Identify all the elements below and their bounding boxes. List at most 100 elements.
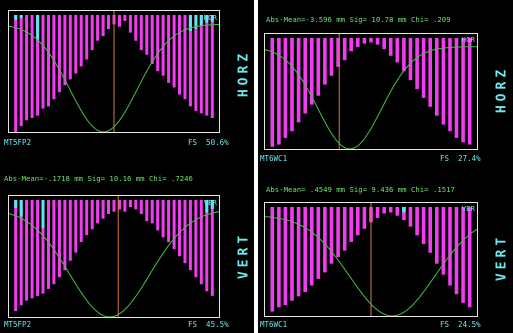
histogram-bar [369,38,373,43]
histogram-bar [329,38,334,76]
histogram-bar [290,38,294,132]
overflow-bar [19,200,23,217]
plot-id-label: MT5FP2 [4,138,32,147]
histogram-bar [52,15,56,100]
histogram-bar [178,15,181,95]
histogram-bar [329,207,334,264]
overflow-bar [205,200,209,213]
histogram-bar [36,15,40,116]
histogram-bar [188,15,192,107]
histogram-bar [283,38,288,138]
histogram-bar [14,15,18,132]
histogram-bar [118,15,121,27]
histogram-bar [63,15,67,86]
histogram-bar [408,38,413,81]
plot-id-label: MT5FP2 [4,320,32,329]
vert-side-label: VERT [494,233,510,282]
stats-readout: Abs-Mean=-3.596 mm Sig= 10.78 mm Chi= .2… [266,15,451,24]
overflow-bar [188,15,192,31]
histogram-bar [277,207,281,308]
histogram-bar [41,200,45,294]
histogram-bar [161,200,165,238]
vert-histogram-svg [265,203,477,316]
histogram-bar [296,38,301,123]
histogram-bar [388,207,393,213]
histogram-bar [139,200,143,214]
overflow-bar [210,15,214,22]
overflow-bar [41,200,45,229]
histogram-bar [421,207,426,245]
horz-histogram-svg [9,11,219,132]
histogram-bar [19,15,23,127]
histogram-bar [150,15,154,65]
vert-histogram-plot: VER [264,202,478,317]
histogram-bar [441,207,446,275]
histogram-bar [172,15,176,88]
histogram-bar [68,15,72,80]
histogram-bar [118,200,121,210]
overflow-bar [205,15,209,23]
histogram-bar [461,38,465,143]
histogram-bar [402,207,406,221]
histogram-bar [139,15,143,51]
histogram-bar [183,15,187,100]
histogram-bar [188,200,192,271]
histogram-bar [101,200,105,219]
ver-tag: VER [203,199,217,207]
histogram-bar [167,15,171,83]
histogram-bar [134,15,138,41]
fs-label: FS 50.6% [188,138,229,147]
histogram-bar [362,38,367,44]
fs-label: FS 45.5% [188,320,229,329]
histogram-bar [342,207,347,251]
histogram-bar [41,15,45,109]
histogram-bar [183,200,187,264]
gaussian-fit-curve [9,24,219,132]
histogram-bar [145,200,149,222]
stats-readout: Abs-Mean=-.1718 mm Sig= 10.16 mm Chi= .7… [4,174,193,183]
histogram-bar [428,38,432,107]
overflow-bar [19,15,23,19]
histogram-bar [382,38,386,50]
histogram-bar [178,200,181,257]
horz-histogram-plot: HOR [264,33,478,150]
histogram-bar [277,38,281,145]
horz-histogram-plot: HOR [8,10,220,133]
histogram-bar [107,200,110,214]
histogram-bar [19,200,23,306]
overflow-bar [210,200,214,209]
histogram-bar [85,15,89,60]
histogram-bar [74,200,78,253]
histogram-bar [30,15,34,118]
histogram-bar [57,200,61,278]
histogram-bar [408,207,413,227]
hor-tag: HOR [203,14,217,22]
histogram-bar [199,200,203,285]
histogram-bar [303,207,307,292]
histogram-bar [161,15,165,76]
histogram-bar [303,38,307,114]
histogram-bar [47,15,50,107]
histogram-bar [448,38,452,132]
right-panel: Abs-Mean=-3.596 mm Sig= 10.78 mm Chi= .2… [258,0,513,333]
horz-histogram-svg [265,34,477,149]
histogram-bar [454,38,459,138]
histogram-bar [375,38,380,45]
histogram-bar [356,207,360,236]
histogram-bar [123,15,127,21]
histogram-bar [134,200,138,210]
histogram-bar [454,207,459,295]
histogram-bar [85,200,89,236]
histogram-bar [96,200,100,224]
histogram-bar [90,15,94,51]
overflow-bar [194,15,198,29]
gaussian-fit-curve [265,216,477,316]
histogram-bar [402,38,406,72]
overflow-bar [14,200,18,208]
histogram-bar [25,15,29,121]
plot-id-label: MT6WC1 [260,154,288,163]
histogram-bar [441,38,446,125]
histogram-bar [14,200,18,312]
histogram-bar [421,38,426,98]
histogram-bar [316,38,321,96]
